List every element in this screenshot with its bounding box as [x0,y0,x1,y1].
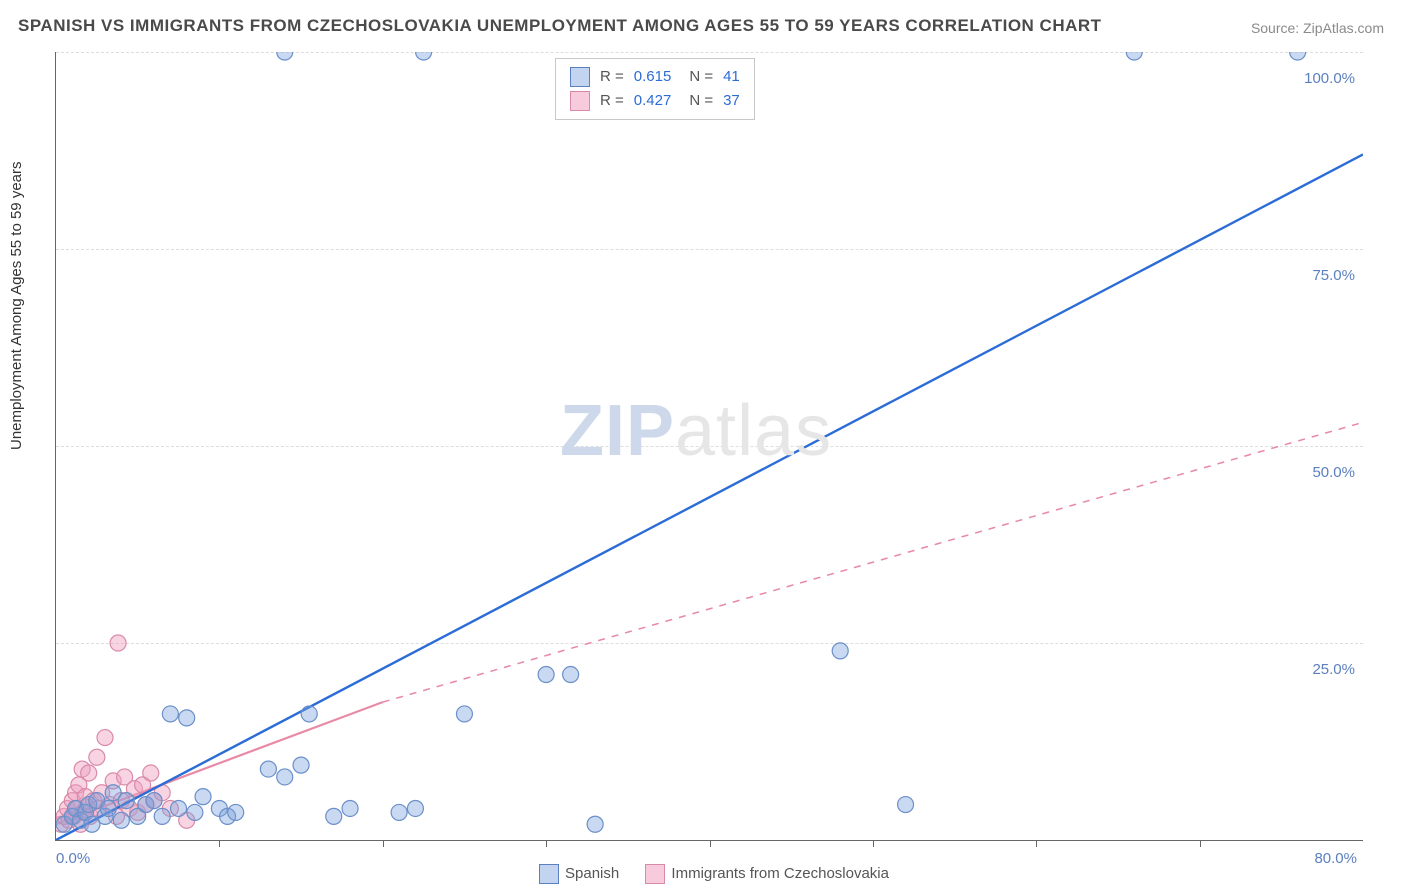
chart-title: SPANISH VS IMMIGRANTS FROM CZECHOSLOVAKI… [18,16,1102,36]
r-value: 0.615 [634,65,672,89]
n-value: 37 [723,89,740,113]
n-value: 41 [723,65,740,89]
legend-swatch [570,91,590,111]
source-credit: Source: ZipAtlas.com [1251,20,1384,36]
r-label: R = [600,65,624,89]
n-label: N = [689,89,713,113]
swatch-blue [539,864,559,884]
series-legend: Spanish Immigrants from Czechoslovakia [0,864,1406,884]
n-label: N = [689,65,713,89]
y-axis-label: Unemployment Among Ages 55 to 59 years [8,161,25,450]
r-label: R = [600,89,624,113]
r-value: 0.427 [634,89,672,113]
swatch-pink [645,864,665,884]
legend-blue-label: Spanish [565,865,619,882]
legend-pink-label: Immigrants from Czechoslovakia [671,865,889,882]
legend-swatch [570,67,590,87]
correlation-legend: R = 0.615 N = 41 R = 0.427 N = 37 [555,58,755,120]
watermark: ZIPatlas [560,390,832,472]
